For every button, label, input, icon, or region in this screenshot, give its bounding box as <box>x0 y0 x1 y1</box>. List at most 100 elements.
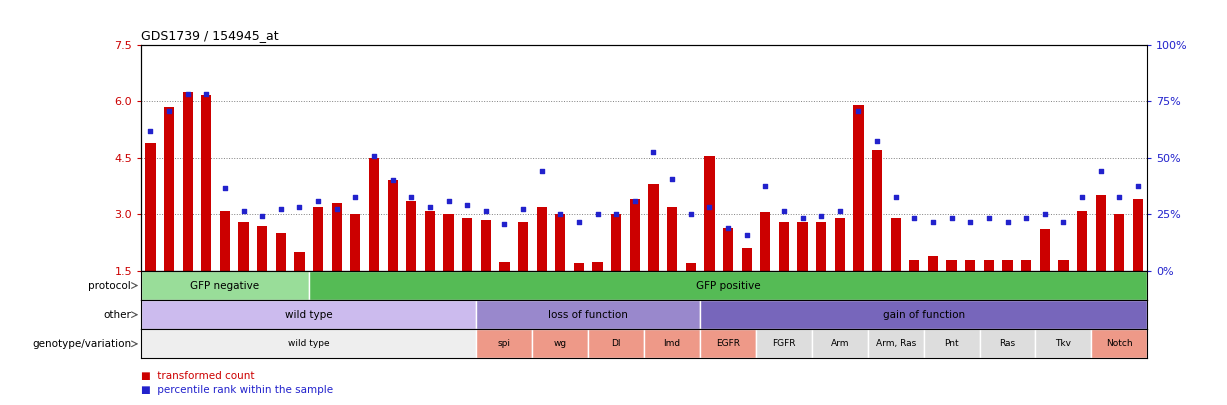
Point <box>904 215 924 222</box>
Bar <box>443 214 454 271</box>
Text: wild type: wild type <box>288 339 330 348</box>
Bar <box>313 207 323 271</box>
Bar <box>761 213 771 271</box>
Text: spi: spi <box>498 339 510 348</box>
Point <box>326 205 346 212</box>
Text: wild type: wild type <box>285 310 333 320</box>
Bar <box>164 107 174 271</box>
Point <box>699 204 719 210</box>
Bar <box>928 256 939 271</box>
Bar <box>1002 260 1012 271</box>
Bar <box>667 207 677 271</box>
Point <box>979 215 999 222</box>
Text: genotype/variation: genotype/variation <box>32 339 131 349</box>
Point <box>1128 183 1147 189</box>
Point <box>718 224 737 231</box>
Point <box>829 207 849 214</box>
Text: Ras: Ras <box>1000 339 1016 348</box>
Bar <box>331 203 342 271</box>
Text: Imd: Imd <box>664 339 681 348</box>
Bar <box>966 260 975 271</box>
Point <box>737 232 757 238</box>
Text: Pnt: Pnt <box>945 339 960 348</box>
Bar <box>1058 260 1069 271</box>
Bar <box>984 260 994 271</box>
Bar <box>276 233 286 271</box>
Point <box>551 211 571 217</box>
Point <box>178 90 198 97</box>
Point <box>606 211 626 217</box>
Bar <box>867 329 924 358</box>
Bar <box>1021 260 1031 271</box>
Bar <box>872 150 882 271</box>
Bar <box>611 214 621 271</box>
Point <box>346 194 366 200</box>
Point <box>569 219 589 225</box>
Point <box>458 202 477 208</box>
Text: Dl: Dl <box>611 339 621 348</box>
Point <box>513 205 533 212</box>
Bar <box>686 263 696 271</box>
Bar <box>1133 199 1144 271</box>
Text: gain of function: gain of function <box>882 310 964 320</box>
Bar <box>723 228 734 271</box>
Text: Notch: Notch <box>1106 339 1133 348</box>
Bar <box>1036 329 1091 358</box>
Text: GDS1739 / 154945_at: GDS1739 / 154945_at <box>141 30 279 43</box>
Bar <box>476 329 533 358</box>
Point <box>961 219 980 225</box>
Point <box>756 183 775 189</box>
Point <box>793 215 812 222</box>
Bar <box>518 222 528 271</box>
Bar <box>909 260 919 271</box>
Bar <box>924 329 979 358</box>
Point <box>308 198 328 205</box>
Bar <box>979 329 1036 358</box>
Bar <box>644 329 701 358</box>
Point <box>774 207 794 214</box>
Bar <box>183 92 193 271</box>
Bar <box>536 207 547 271</box>
Bar <box>463 218 472 271</box>
Bar <box>798 222 807 271</box>
Bar <box>812 329 867 358</box>
Bar <box>294 252 304 271</box>
Point <box>663 175 682 182</box>
Point <box>867 138 887 144</box>
Text: protocol: protocol <box>88 281 131 290</box>
Bar <box>201 96 211 271</box>
Bar <box>388 180 398 271</box>
Point <box>1016 215 1036 222</box>
Point <box>196 90 216 97</box>
Point <box>290 204 309 210</box>
Bar <box>701 329 756 358</box>
Bar <box>648 184 659 271</box>
Text: Tkv: Tkv <box>1055 339 1071 348</box>
Point <box>849 107 869 114</box>
Point <box>364 153 384 159</box>
Text: FGFR: FGFR <box>772 339 795 348</box>
Point <box>401 194 421 200</box>
Bar <box>533 329 588 358</box>
Bar <box>406 201 416 271</box>
Bar <box>141 300 476 329</box>
Bar <box>1077 211 1087 271</box>
Point <box>1034 211 1054 217</box>
Point <box>588 211 607 217</box>
Point <box>625 198 644 205</box>
Point <box>271 205 291 212</box>
Text: GFP negative: GFP negative <box>190 281 260 290</box>
Bar <box>891 218 901 271</box>
Point <box>811 213 831 220</box>
Bar <box>704 156 714 271</box>
Point <box>531 168 551 174</box>
Point <box>141 128 161 134</box>
Point <box>215 185 234 191</box>
Point <box>383 177 402 183</box>
Point <box>1091 168 1110 174</box>
Point <box>681 211 701 217</box>
Text: Arm, Ras: Arm, Ras <box>876 339 915 348</box>
Bar <box>816 222 826 271</box>
Text: ■  percentile rank within the sample: ■ percentile rank within the sample <box>141 385 334 395</box>
Bar <box>309 271 1147 300</box>
